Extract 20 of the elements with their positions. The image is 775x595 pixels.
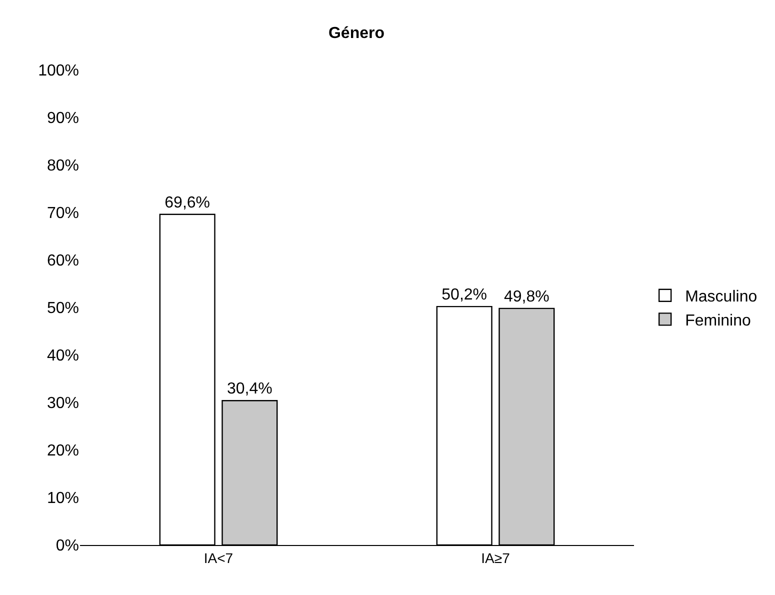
y-tick-label: 70% bbox=[46, 205, 79, 222]
y-tick-label: 100% bbox=[38, 62, 79, 80]
y-tick-label: 80% bbox=[46, 158, 79, 175]
legend-label: Feminino bbox=[685, 312, 751, 330]
y-tick-label: 0% bbox=[56, 538, 79, 555]
y-tick-label: 40% bbox=[46, 348, 79, 365]
y-tick-label: 10% bbox=[46, 490, 79, 508]
chart-title: Género bbox=[328, 24, 385, 42]
y-tick-label: 30% bbox=[46, 395, 79, 412]
x-tick-label: IA≥7 bbox=[481, 550, 510, 566]
data-label: 69,6% bbox=[164, 194, 210, 212]
data-label: 49,8% bbox=[504, 288, 550, 306]
data-label: 50,2% bbox=[442, 286, 488, 304]
y-tick-label: 60% bbox=[46, 252, 79, 270]
data-label: 30,4% bbox=[226, 380, 272, 398]
y-tick-label: 20% bbox=[46, 442, 79, 460]
y-tick-label: 90% bbox=[46, 110, 79, 128]
y-tick-label: 50% bbox=[46, 300, 79, 318]
legend-label: Masculino bbox=[685, 288, 758, 306]
x-tick-label: IA<7 bbox=[204, 550, 234, 566]
